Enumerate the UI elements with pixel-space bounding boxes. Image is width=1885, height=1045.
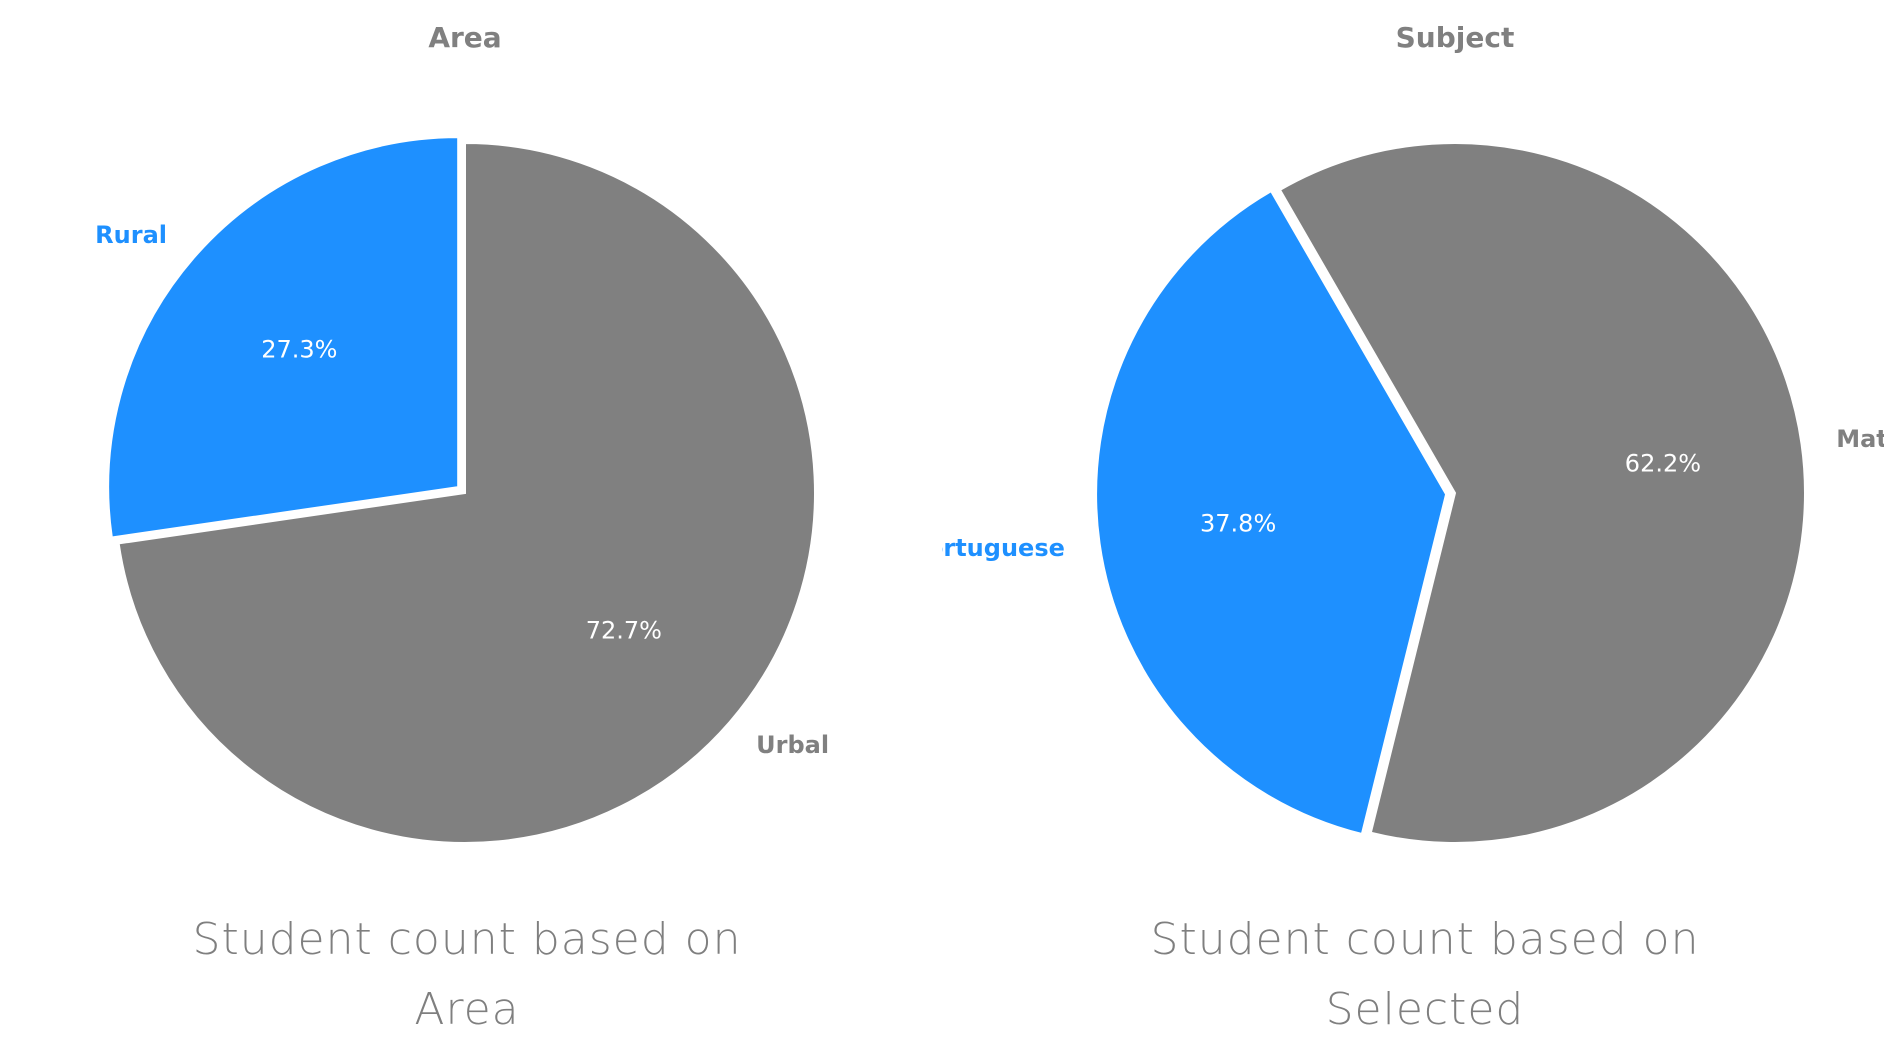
caption-line-1: Student count based on [192,914,742,965]
pct-label-urbal: 72.7% [586,616,662,644]
area-pie-chart: Area 27.3% Rural 72.7% Urbal [95,21,829,844]
pie-slice-portuguese [1095,189,1448,836]
chart-title: Subject [1396,21,1515,54]
pct-label-math: 62.2% [1625,450,1701,478]
category-label-rural: Rural [95,221,167,249]
caption-line-2: Area [414,984,520,1035]
pie-slice-math [1278,142,1806,844]
chart-caption: Student count based on Area [0,905,938,1045]
category-label-urbal: Urbal [756,731,829,759]
caption-line-1: Student count based on [1150,914,1700,965]
subject-pie-chart: Subject 37.8% Portuguese 62.2% Math [942,21,1884,844]
pct-label-portuguese: 37.8% [1200,510,1276,538]
caption-line-2: Selected [1325,984,1525,1035]
category-label-math: Math [1836,425,1884,453]
pie-slice-urbal [117,141,816,844]
pie-slices: 27.3% Rural 72.7% Urbal [95,136,829,844]
pct-label-rural: 27.3% [261,336,337,364]
chart-title: Area [428,21,501,54]
area-pie-chart-panel: Area 27.3% Rural 72.7% Urbal Student count … [0,0,942,1044]
pie-slices: 37.8% Portuguese 62.2% Math [942,142,1884,844]
subject-pie-chart-panel: Subject 37.8% Portuguese 62.2% Math Student… [942,0,1884,1044]
category-label-portuguese: Portuguese [942,534,1065,562]
pie-slice-rural [107,136,460,539]
chart-caption: Student count based on Selected [954,905,1885,1045]
